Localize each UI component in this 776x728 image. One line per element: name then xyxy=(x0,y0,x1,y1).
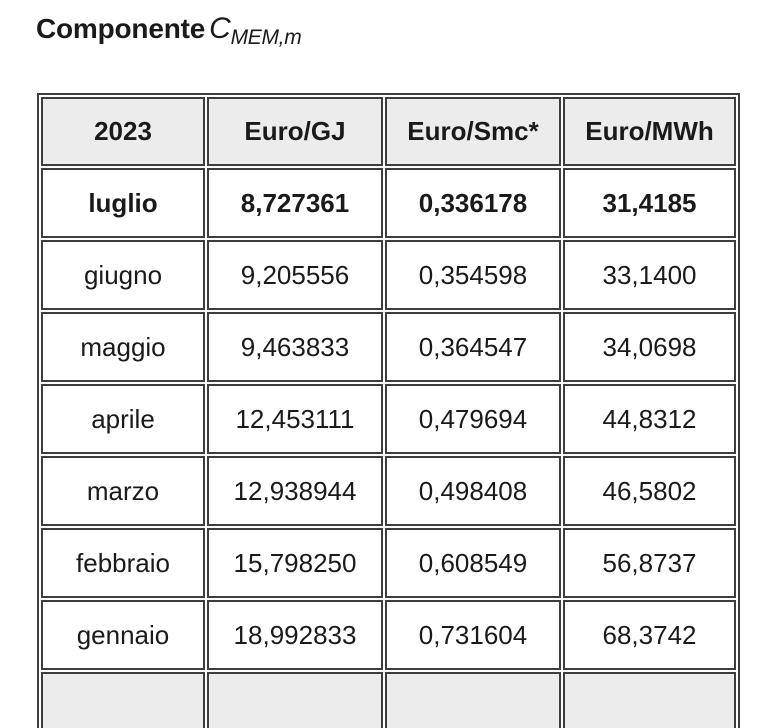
partial-cell xyxy=(41,672,205,728)
month-cell: marzo xyxy=(41,456,205,526)
table-row: aprile 12,453111 0,479694 44,8312 xyxy=(41,384,736,454)
month-cell: maggio xyxy=(41,312,205,382)
value-cell: 0,498408 xyxy=(385,456,561,526)
value-cell: 0,608549 xyxy=(385,528,561,598)
title-symbol-subscript: MEM,m xyxy=(230,26,302,49)
table-row: giugno 9,205556 0,354598 33,1400 xyxy=(41,240,736,310)
month-cell: aprile xyxy=(41,384,205,454)
table-header: 2023 Euro/GJ Euro/Smc* Euro/MWh xyxy=(41,97,736,166)
table-row: febbraio 15,798250 0,608549 56,8737 xyxy=(41,528,736,598)
header-euro-gj: Euro/GJ xyxy=(207,97,383,166)
month-cell: gennaio xyxy=(41,600,205,670)
value-cell: 12,453111 xyxy=(207,384,383,454)
value-cell: 0,364547 xyxy=(385,312,561,382)
month-cell: febbraio xyxy=(41,528,205,598)
value-cell: 12,938944 xyxy=(207,456,383,526)
page-title: Componente CMEM,m xyxy=(36,12,302,50)
value-cell: 34,0698 xyxy=(563,312,736,382)
value-cell: 0,354598 xyxy=(385,240,561,310)
value-cell: 0,479694 xyxy=(385,384,561,454)
table-body: luglio 8,727361 0,336178 31,4185 giugno 9,205… xyxy=(41,168,736,728)
header-euro-mwh: Euro/MWh xyxy=(563,97,736,166)
partial-next-row xyxy=(41,672,736,728)
value-cell: 0,731604 xyxy=(385,600,561,670)
header-euro-smc: Euro/Smc* xyxy=(385,97,561,166)
table-row: gennaio 18,992833 0,731604 68,3742 xyxy=(41,600,736,670)
value-cell: 31,4185 xyxy=(563,168,736,238)
value-cell: 33,1400 xyxy=(563,240,736,310)
title-symbol: C xyxy=(209,12,231,45)
header-year: 2023 xyxy=(41,97,205,166)
partial-cell xyxy=(207,672,383,728)
value-cell: 56,8737 xyxy=(563,528,736,598)
month-cell: giugno xyxy=(41,240,205,310)
value-cell: 18,992833 xyxy=(207,600,383,670)
cmem-table-frame: 2023 Euro/GJ Euro/Smc* Euro/MWh luglio 8,… xyxy=(37,93,740,728)
value-cell: 44,8312 xyxy=(563,384,736,454)
value-cell: 46,5802 xyxy=(563,456,736,526)
header-row: 2023 Euro/GJ Euro/Smc* Euro/MWh xyxy=(41,97,736,166)
table-row: luglio 8,727361 0,336178 31,4185 xyxy=(41,168,736,238)
table-row: maggio 9,463833 0,364547 34,0698 xyxy=(41,312,736,382)
month-cell: luglio xyxy=(41,168,205,238)
value-cell: 15,798250 xyxy=(207,528,383,598)
value-cell: 68,3742 xyxy=(563,600,736,670)
table-row: marzo 12,938944 0,498408 46,5802 xyxy=(41,456,736,526)
value-cell: 0,336178 xyxy=(385,168,561,238)
partial-cell xyxy=(385,672,561,728)
title-prefix: Componente xyxy=(36,13,206,44)
partial-cell xyxy=(563,672,736,728)
value-cell: 8,727361 xyxy=(207,168,383,238)
value-cell: 9,463833 xyxy=(207,312,383,382)
value-cell: 9,205556 xyxy=(207,240,383,310)
cmem-table: 2023 Euro/GJ Euro/Smc* Euro/MWh luglio 8,… xyxy=(39,95,738,728)
